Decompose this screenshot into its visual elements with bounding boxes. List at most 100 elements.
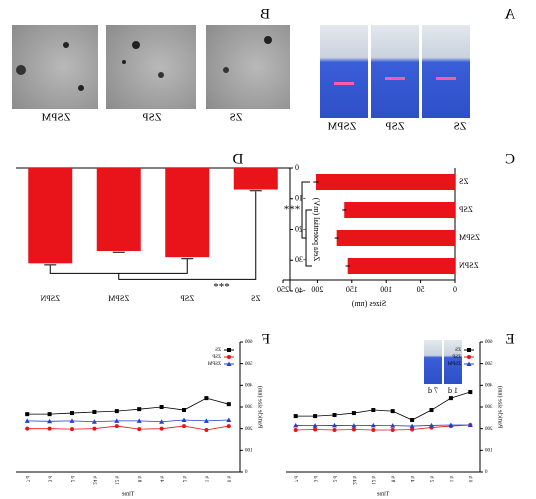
point (47, 418, 53, 424)
x-axis-label: Time (376, 491, 389, 497)
y-tick-label: ZS (459, 177, 468, 186)
point (159, 426, 164, 431)
x-tick-label: 2 h (428, 476, 433, 483)
photo-label: ZS (454, 121, 467, 133)
y-tick-label: ZSPM (459, 233, 480, 242)
line (27, 419, 229, 423)
point (181, 417, 187, 422)
point (204, 396, 209, 401)
legend-label: ZS (215, 348, 221, 353)
x-tick-label: ZSP (180, 294, 194, 303)
y-tick-label: -20 (295, 224, 306, 233)
x-tick-label: 2 h (181, 476, 186, 483)
y-tick-label: 500 (485, 362, 493, 367)
bracket (49, 191, 257, 280)
panel-label: F (262, 331, 270, 347)
y-tick-label: 300 (245, 405, 253, 410)
bar (28, 168, 73, 264)
point (293, 427, 298, 432)
point (25, 426, 30, 431)
x-tick-label: 8 h (390, 476, 395, 483)
photo-label: ZSPM (327, 121, 356, 133)
point (24, 418, 30, 423)
y-tick-label: 0 (485, 470, 488, 475)
point (312, 423, 318, 428)
x-tick-label: 24 h (351, 476, 356, 485)
point (227, 348, 231, 352)
point (226, 424, 231, 429)
bar (165, 168, 210, 258)
inset-label: 7 d (428, 386, 438, 395)
annotation: *** (213, 281, 230, 293)
bar (233, 168, 278, 190)
point (114, 409, 119, 414)
point (332, 427, 337, 432)
point (92, 426, 97, 431)
tem-label: ZS (230, 112, 243, 124)
point (159, 419, 165, 424)
point (351, 427, 356, 432)
point (204, 427, 209, 432)
x-tick-label: 250 (277, 285, 289, 294)
x-tick-label: 0 h (467, 476, 472, 483)
bar (344, 202, 455, 218)
y-tick-label: 0 (295, 163, 299, 172)
y-tick-label: ZSPN (459, 261, 479, 270)
y-tick-label: ZSP (458, 205, 472, 214)
point (70, 427, 74, 432)
tem-images (12, 25, 290, 109)
point (92, 409, 97, 414)
tem-label: ZSP (143, 112, 162, 124)
x-axis-label: Sizes (nm) (351, 299, 386, 308)
panel-label: E (505, 331, 514, 347)
point (226, 417, 232, 422)
y-tick-label: 200 (245, 427, 253, 432)
point (47, 426, 52, 431)
point (351, 411, 356, 416)
line (295, 391, 471, 421)
x-tick-label: 8 h (136, 476, 141, 483)
point (466, 361, 472, 366)
point (293, 422, 299, 428)
x-tick-label: 3 d (312, 476, 317, 483)
bracket (301, 181, 313, 267)
y-tick-label: -40 (295, 286, 306, 295)
point (410, 427, 415, 432)
point (332, 413, 337, 418)
point (351, 423, 357, 428)
point (371, 427, 376, 432)
point (182, 408, 186, 413)
bar (316, 174, 455, 190)
x-tick-label: 4 h (158, 476, 163, 483)
point (390, 427, 395, 432)
y-tick-label: 100 (485, 448, 493, 453)
vial-photos (320, 25, 470, 118)
point (467, 422, 473, 427)
x-tick-label: 3 d (46, 476, 51, 483)
point (313, 414, 318, 419)
x-tick-label: 12 h (370, 476, 375, 485)
x-tick-label: 50 (417, 285, 425, 294)
point (114, 424, 119, 429)
x-tick-label: 1 h (448, 476, 453, 483)
legend-label: ZSPM (207, 362, 221, 367)
point (47, 412, 52, 417)
point (182, 424, 186, 429)
x-tick-label: 150 (346, 285, 358, 294)
tem-label: ZSPM (41, 112, 70, 124)
x-axis-label: Time (121, 491, 134, 497)
point (371, 408, 376, 413)
y-tick-label: 500 (245, 362, 253, 367)
point (159, 405, 164, 409)
legend-label: ZSPM (447, 362, 461, 367)
y-axis-label: Particle size (nm) (497, 386, 504, 428)
point (390, 409, 395, 414)
point (429, 422, 434, 428)
y-tick-label: -30 (295, 255, 306, 264)
point (136, 418, 142, 423)
bar (96, 168, 141, 252)
y-axis-label: Particle size (nm) (257, 386, 264, 428)
point (468, 390, 473, 395)
